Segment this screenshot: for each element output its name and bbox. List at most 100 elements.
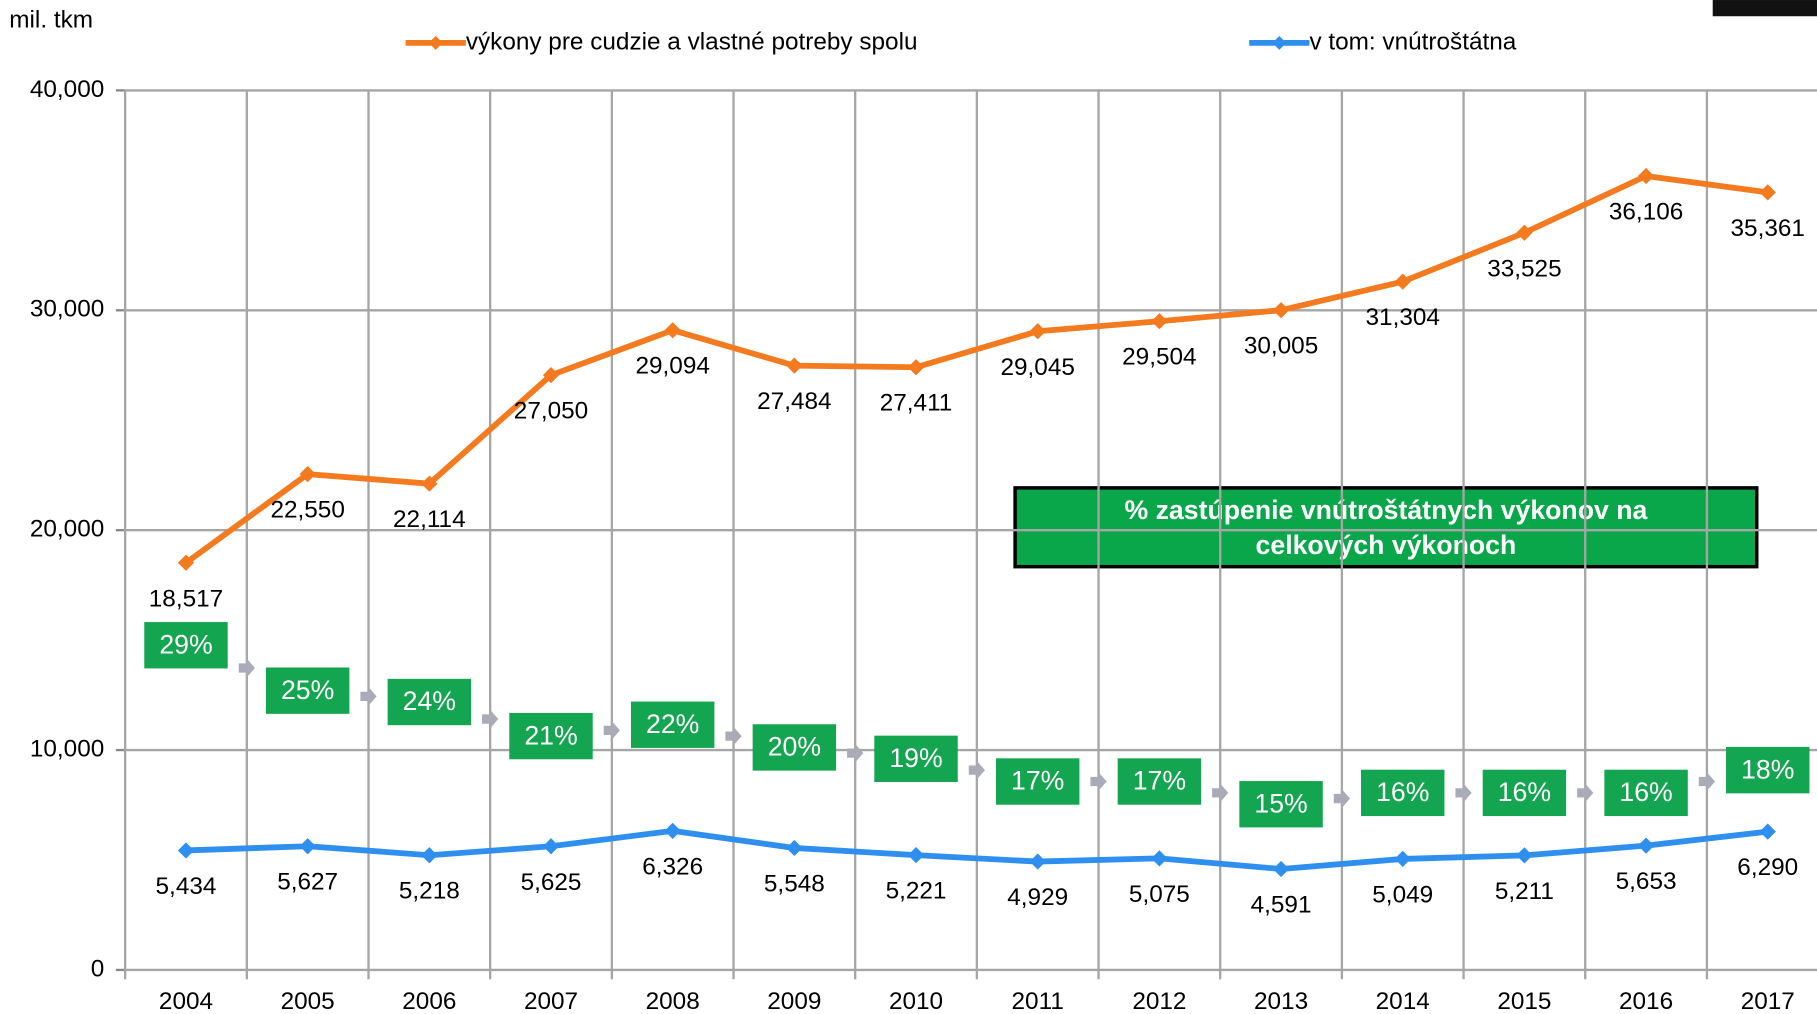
point — [786, 839, 803, 857]
point — [421, 847, 438, 864]
share-box — [1361, 769, 1445, 817]
share-box — [630, 701, 715, 748]
x-tick-label: 2008 — [646, 988, 700, 1014]
share-box — [1239, 781, 1323, 828]
point — [907, 847, 925, 864]
share-arrow — [238, 658, 255, 678]
y-tick-label: 0 — [91, 955, 105, 982]
share-arrow — [603, 721, 620, 740]
data-label: 22,550 — [270, 497, 344, 524]
point — [1637, 837, 1655, 854]
x-tick-label: 2011 — [1012, 988, 1064, 1014]
legend-label: v tom: vnútroštátna — [1309, 28, 1516, 55]
data-label: 22,114 — [393, 506, 466, 533]
share-arrow — [1698, 772, 1716, 791]
share-box — [1604, 769, 1688, 817]
point — [177, 842, 195, 859]
share-label: 22% — [646, 709, 699, 739]
data-label: 29,504 — [1122, 344, 1196, 371]
data-label: 6,290 — [1737, 854, 1798, 881]
share-arrow — [847, 743, 864, 763]
share-box — [1726, 746, 1810, 794]
series-line — [184, 173, 1769, 566]
share-label: 16% — [1498, 777, 1551, 807]
share-label: 24% — [403, 686, 456, 716]
point — [1272, 302, 1290, 319]
x-tick-label: 2015 — [1497, 988, 1551, 1014]
legend-label: výkony pre cudzie a vlastné potreby spol… — [466, 28, 918, 55]
share-box — [1117, 758, 1202, 805]
data-label: 5,548 — [764, 870, 825, 897]
data-label: 5,211 — [1495, 878, 1554, 905]
x-tick-label: 2010 — [889, 988, 943, 1014]
x-tick-label: 2013 — [1254, 988, 1308, 1014]
share-arrow — [482, 709, 499, 729]
share-arrow — [1212, 783, 1229, 803]
data-label: 5,627 — [277, 869, 338, 896]
x-tick-label: 2016 — [1619, 988, 1673, 1014]
data-label: 5,049 — [1372, 881, 1433, 908]
data-label: 5,221 — [886, 878, 947, 905]
x-tick-label: 2005 — [281, 988, 335, 1014]
y-tick-label: 10,000 — [30, 735, 104, 762]
share-label: 17% — [1011, 766, 1064, 796]
share-box — [144, 622, 228, 669]
annotation-box — [1013, 486, 1759, 569]
y-tick-label: 20,000 — [30, 516, 104, 543]
share-box — [1482, 769, 1567, 817]
x-tick-label: 2014 — [1376, 988, 1430, 1014]
share-box — [752, 724, 837, 771]
share-label: 19% — [889, 743, 942, 773]
point — [664, 822, 681, 839]
data-label: 4,929 — [1007, 884, 1068, 911]
data-label: 36,106 — [1609, 199, 1683, 226]
point — [542, 838, 560, 855]
share-arrow — [360, 687, 377, 706]
share-arrow — [725, 726, 742, 746]
point — [1394, 273, 1411, 290]
point — [1151, 313, 1168, 330]
data-label: 5,653 — [1616, 868, 1677, 895]
share-box — [509, 712, 593, 760]
corner-image — [1712, 0, 1817, 17]
share-label: 17% — [1133, 766, 1186, 796]
x-tick-label: 2007 — [524, 988, 578, 1014]
data-label: 27,050 — [514, 398, 588, 425]
share-label: 15% — [1254, 788, 1307, 818]
share-label: 21% — [524, 720, 577, 750]
point — [1029, 853, 1046, 870]
data-label: 6,326 — [642, 853, 703, 880]
point — [907, 359, 925, 376]
share-arrow — [1333, 789, 1351, 808]
point — [1516, 847, 1533, 864]
data-label: 30,005 — [1244, 333, 1318, 360]
point — [299, 838, 316, 855]
point — [1759, 823, 1776, 840]
point — [542, 367, 560, 384]
annotation: % zastúpenie vnútroštátnych výkonov na c… — [1124, 494, 1648, 560]
share-box — [874, 735, 958, 782]
point — [786, 357, 803, 374]
point — [1394, 850, 1411, 868]
share-box — [265, 667, 350, 714]
x-tick-label: 2009 — [767, 988, 821, 1014]
y-axis-title: mil. tkm — [9, 6, 93, 33]
x-tick-label: 2006 — [402, 988, 456, 1014]
data-label: 5,075 — [1129, 881, 1190, 908]
data-label: 5,625 — [521, 869, 582, 896]
share-arrow — [1090, 772, 1107, 791]
share-label: 25% — [281, 675, 334, 705]
series-line — [185, 827, 1769, 872]
x-tick-label: 2012 — [1132, 988, 1186, 1014]
data-label: 29,094 — [635, 353, 709, 380]
y-tick-label: 40,000 — [30, 76, 104, 103]
point — [1637, 167, 1655, 185]
share-arrow — [1455, 783, 1472, 803]
share-arrow — [968, 760, 985, 780]
point — [1272, 860, 1290, 878]
annotation-text: % zastúpenie vnútroštátnych výkonov na c… — [1124, 494, 1648, 560]
data-label: 5,218 — [399, 878, 460, 905]
legend-marker — [428, 35, 443, 50]
